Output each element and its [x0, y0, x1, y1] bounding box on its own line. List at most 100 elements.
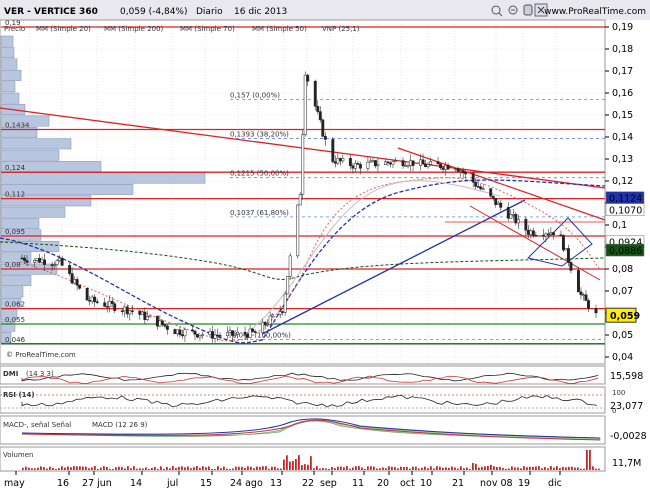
volume-bar [244, 467, 246, 470]
volume-profile-bar-21 [0, 275, 32, 287]
candle-body [108, 300, 112, 307]
volume-bar [292, 460, 294, 470]
candle-body [263, 321, 267, 326]
volume-bar [337, 466, 339, 470]
volume-bar [223, 466, 225, 470]
candle-body [474, 181, 478, 187]
legend-mm200: MM (Simple 200) [104, 25, 164, 33]
x-label-11: 20 [377, 478, 389, 489]
candle-body [173, 329, 177, 335]
y-tick-label-1: 0,18 [612, 44, 633, 55]
last-price-badge-bg [605, 307, 637, 323]
rsi-level-lo: 0 [612, 407, 616, 415]
volume-profile-bar-12 [0, 172, 206, 184]
candle-body [569, 262, 573, 271]
volume-bar [538, 466, 540, 470]
candle-body [489, 188, 493, 197]
volume-bar [448, 467, 450, 470]
candle-body [301, 134, 305, 195]
close-icon[interactable] [534, 3, 548, 17]
candle-body [336, 158, 340, 164]
candle-body [261, 321, 265, 333]
volume-profile-bar-14 [0, 195, 92, 207]
volume-bar [184, 467, 186, 470]
x-axis-labels: may 16 27 jun 14 jul 15 24 ago 13 22 sep 11 20 oct 10… [4, 471, 562, 489]
volume-bar [127, 466, 129, 470]
candle-body [511, 214, 515, 216]
volume-bar [520, 468, 522, 470]
volume-bar [505, 468, 507, 470]
candle-body [321, 119, 325, 137]
volume-bar [580, 468, 582, 470]
candle-body [358, 164, 362, 169]
candle-body [231, 330, 235, 336]
volume-bar [556, 466, 558, 470]
dmi-label: DMI [3, 370, 18, 378]
candle-body [444, 165, 448, 170]
x-label-16: 19 [518, 478, 530, 489]
candle-body [183, 329, 187, 337]
candle-body [406, 165, 410, 167]
macd-panel [0, 415, 606, 445]
volume-bar [157, 468, 159, 470]
candle-body [424, 163, 428, 168]
x-label-15: nov 08 [480, 478, 513, 489]
zoom-in-icon[interactable] [491, 5, 503, 17]
volume-bar [577, 467, 579, 470]
vp-label-5: 0,08 [5, 261, 21, 269]
candle-body [454, 168, 458, 170]
hand-icon[interactable] [523, 4, 533, 16]
candle-body [426, 164, 430, 168]
candle-body [123, 306, 127, 312]
candle-body [306, 74, 310, 82]
candle-body [341, 157, 345, 162]
candle-body [404, 165, 407, 167]
candle-body [281, 311, 285, 313]
x-label-7: 13 [270, 478, 282, 489]
volume-bar [541, 468, 543, 470]
volume-bar [421, 467, 423, 470]
volume-bar [43, 467, 45, 470]
volume-bar [67, 466, 69, 470]
candle-body [456, 168, 460, 172]
candle-body [551, 232, 555, 236]
candle-body [499, 202, 503, 208]
candle-body [233, 334, 237, 336]
volume-bar [559, 468, 561, 470]
candle-body [366, 161, 370, 169]
candle-body [248, 328, 252, 338]
candle-body [544, 233, 548, 237]
candle-body [180, 334, 184, 337]
candle-body [323, 135, 327, 140]
volume-bar [202, 466, 204, 470]
zoom-out-icon[interactable] [508, 5, 518, 15]
volume-bar [133, 466, 135, 470]
price-badge-1: 0,1070 [609, 206, 642, 217]
vp-label-0: 0,19 [5, 19, 21, 27]
volume-bar [166, 466, 168, 470]
volume-bar [388, 466, 390, 470]
fib-label-2: 0,1215 (50,00%) [230, 170, 289, 178]
volume-profile-bar-9 [0, 138, 72, 150]
y-tick-label-7: 0,12 [612, 176, 633, 187]
candle-body [577, 270, 580, 293]
candle-body [283, 293, 287, 313]
dmi-params: (14 3 3) [26, 370, 54, 378]
x-label-3: 14 [130, 478, 142, 489]
rsi-line [0, 394, 605, 409]
candle-body [318, 111, 322, 121]
candle-body [409, 160, 412, 166]
volume-bar [355, 466, 357, 470]
volume-bar [247, 466, 249, 470]
volume-bar [598, 468, 600, 470]
candle-body [286, 276, 290, 295]
candle-body [494, 197, 498, 205]
candle-body [526, 229, 530, 235]
candle-body [496, 202, 500, 205]
candle-body [436, 161, 440, 165]
candle-body [113, 303, 117, 311]
volume-bar [397, 468, 399, 470]
volume-bar [460, 466, 462, 470]
price-badge-3: 0,0886 [609, 246, 642, 257]
